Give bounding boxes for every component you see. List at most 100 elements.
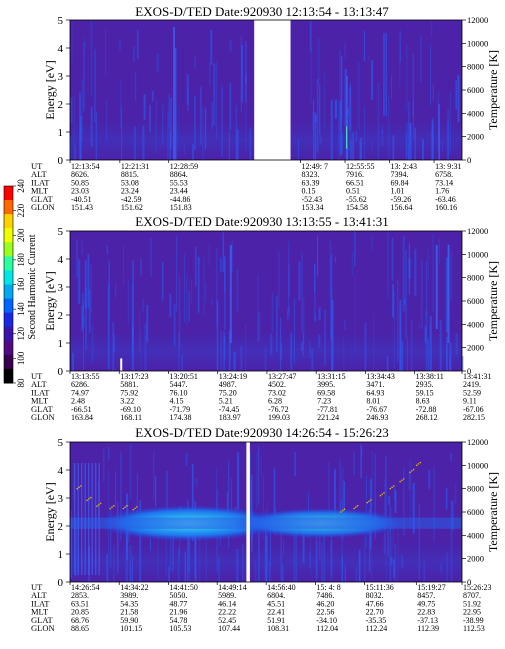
temperature-point	[415, 464, 418, 467]
spectrogram-stripe	[288, 305, 290, 313]
orbit-cell-mlt: 2.48	[71, 397, 85, 406]
orbit-cell-ut: 13:17:23	[120, 372, 148, 381]
spectrogram-stripe	[257, 446, 260, 504]
spectrogram-stripe	[129, 444, 132, 500]
spectrogram-stripe	[133, 46, 135, 63]
spectrogram-stripe	[161, 262, 164, 301]
temperature-point	[112, 504, 115, 507]
spectrogram-stripe	[427, 247, 429, 282]
spectrogram-stripe	[348, 87, 351, 131]
spectrogram-stripe	[399, 54, 401, 87]
spectrogram-stripe	[455, 80, 457, 110]
orbit-cell-glat: 68.76	[71, 616, 89, 625]
spectrogram-stripe	[329, 241, 332, 295]
orbit-cell-glat: -76.67	[366, 405, 387, 414]
energy-tick-label: 0	[58, 366, 64, 378]
orbit-cell-glat: -59.26	[391, 195, 412, 204]
spectrogram-stripe	[186, 73, 189, 105]
spectrogram-streak	[95, 463, 97, 575]
temperature-point	[366, 501, 369, 504]
temperature-tick-label: 8000	[467, 62, 484, 72]
temperature-axis-label: Temperature [K]	[486, 261, 500, 341]
temperature-point	[136, 506, 138, 508]
spectrogram-stripe	[278, 250, 280, 307]
orbit-cell-ilat: 48.77	[169, 599, 187, 608]
orbit-cell-alt: 8457.	[417, 591, 435, 600]
orbit-row-label: GLAT	[31, 404, 54, 414]
temperature-point	[412, 468, 415, 471]
orbit-cell-glon: 174.38	[169, 413, 191, 422]
spectrogram-stripe	[316, 235, 319, 277]
spectrogram-stripe	[139, 500, 142, 582]
spectrogram-stripe	[227, 460, 230, 548]
spectrogram-stripe	[354, 273, 356, 352]
orbit-cell-glon: 153.34	[302, 203, 324, 212]
orbit-cell-ut: 14:34:22	[120, 583, 148, 592]
spectrogram-stripe	[188, 290, 191, 322]
orbit-cell-glat: -74.45	[219, 405, 240, 414]
spectrogram-stripe	[117, 502, 119, 574]
orbit-cell-ilat: 74.97	[71, 388, 89, 397]
orbit-cell-ut: 15: 4: 8	[316, 583, 340, 592]
orbit-cell-alt: 8626.	[71, 170, 89, 179]
temperature-point	[402, 478, 405, 480]
colorbar-cell	[4, 228, 13, 243]
orbit-cell-glat: -44.86	[170, 195, 191, 204]
temperature-point	[399, 480, 401, 483]
temperature-point	[126, 504, 128, 507]
orbit-row-label: GLON	[31, 623, 55, 633]
spectrogram-stripe	[426, 261, 428, 319]
energy-axis-label: Energy [eV]	[43, 271, 57, 330]
spectrogram-panel-3: EXOS-D/TED Date:920930 14:26:54 - 15:26:…	[31, 425, 500, 633]
temperature-point	[134, 507, 136, 510]
orbit-cell-glat: -67.06	[463, 405, 484, 414]
spectrogram-stripe	[310, 48, 312, 104]
spectrogram-stripe	[330, 254, 333, 342]
spectrogram-stripe	[216, 468, 218, 536]
spectrogram-stripe	[221, 82, 223, 99]
temperature-tick-label: 0	[467, 155, 471, 165]
spectrogram-streak	[84, 463, 86, 575]
orbit-cell-mlt: 22.70	[366, 608, 384, 617]
spectrogram-stripe	[371, 60, 374, 100]
spectrogram-stripe	[371, 451, 373, 509]
spectrogram-stripe	[107, 446, 110, 460]
spectrogram-panel-1: EXOS-D/TED Date:920930 12:13:54 - 13:13:…	[31, 4, 500, 212]
spectrogram-stripe	[408, 258, 411, 279]
spectrogram-stripe	[220, 257, 222, 273]
temperature-axis: 0 2000 4000 6000 8000 10000 12000 Temperature […	[462, 437, 500, 587]
temperature-point	[355, 506, 357, 508]
temperature-tick-label: 2000	[467, 132, 484, 142]
spectrogram-stripe	[240, 36, 242, 113]
spectrogram-stripe	[104, 27, 106, 77]
spectrogram-stripe	[85, 287, 87, 350]
temperature-tick-label: 12000	[467, 15, 488, 25]
colorbar-cell	[4, 312, 13, 328]
orbit-cell-glat: -66.51	[71, 405, 92, 414]
spectrogram-stripe	[451, 500, 454, 531]
spectrogram-stripe	[123, 245, 124, 286]
temperature-point	[381, 493, 383, 496]
spectrogram-stripe	[237, 452, 240, 510]
spectrogram-stripe	[363, 31, 366, 62]
orbit-cell-glon: 151.83	[170, 203, 192, 212]
orbit-cell-ilat: 51.92	[463, 599, 481, 608]
colorbar-tick-label: 100	[16, 351, 26, 365]
orbit-cell-mlt: 1.76	[435, 187, 449, 196]
orbit-cell-ut: 15:11:36	[366, 583, 394, 592]
orbit-cell-ilat: 54.35	[120, 599, 138, 608]
spectrogram-stripe	[203, 256, 205, 317]
spectrogram-stripe	[205, 281, 207, 303]
spectrogram-stripe	[334, 99, 338, 119]
spectrogram-stripe	[388, 496, 391, 506]
orbit-cell-glon: 221.24	[317, 413, 339, 422]
spectrogram-stripe	[343, 480, 346, 523]
colorbar-label: Second Harmonic Current	[27, 234, 38, 339]
spectrogram-stripe	[412, 101, 415, 140]
spectrogram-stripe	[414, 248, 417, 297]
orbit-cell-glon: 112.53	[463, 624, 485, 633]
orbit-cell-glon: 112.24	[366, 624, 388, 633]
spectrogram-stripe	[107, 284, 110, 370]
spectrogram-stripe	[344, 42, 347, 58]
spectrogram-stripe	[136, 29, 139, 59]
